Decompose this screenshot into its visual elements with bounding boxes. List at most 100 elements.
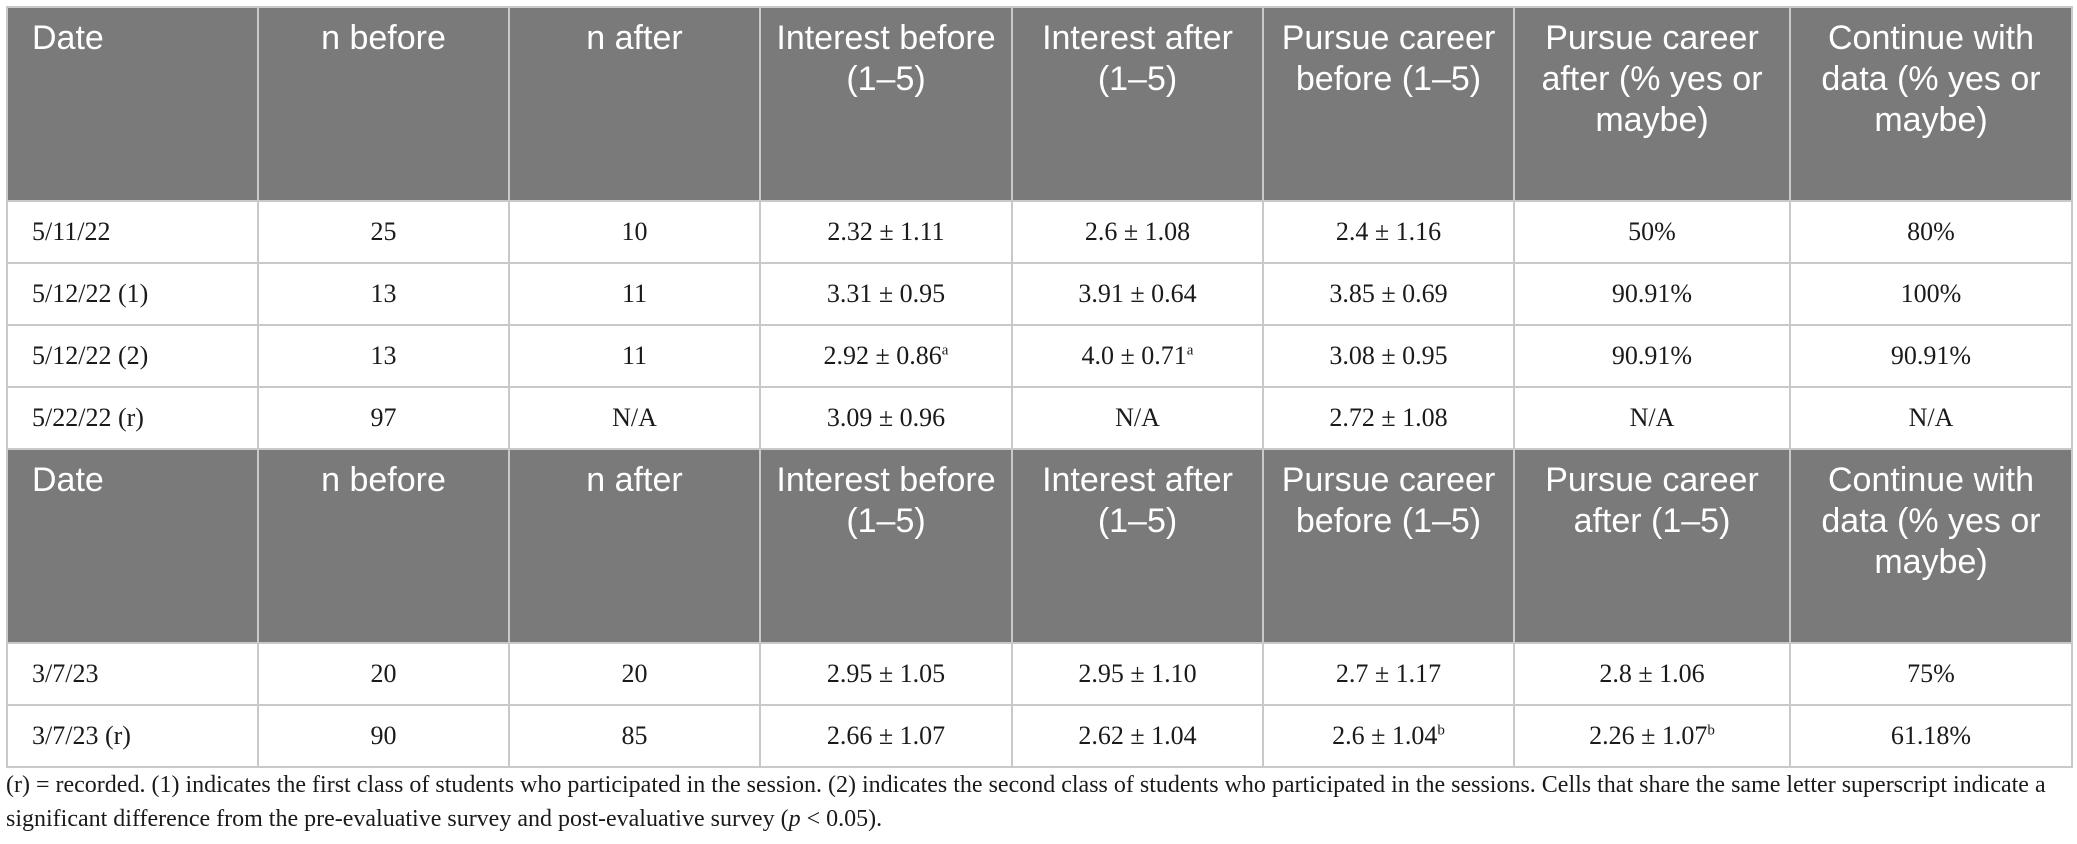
- table-cell: 100%: [1789, 262, 2073, 326]
- table-cell: 3/7/23 (r): [6, 704, 259, 768]
- cell-value: 50%: [1628, 217, 1676, 246]
- column-header: Date: [6, 448, 259, 644]
- cell-value: 2.92 ± 0.86: [823, 341, 942, 370]
- cell-value: 3.85 ± 0.69: [1329, 279, 1448, 308]
- table-cell: 61.18%: [1789, 704, 2073, 768]
- cell-value: 4.0 ± 0.71: [1081, 341, 1187, 370]
- cell-value: N/A: [1908, 403, 1954, 432]
- cell-value: 3.08 ± 0.95: [1329, 341, 1448, 370]
- column-header: n before: [257, 448, 510, 644]
- table-cell: 2.4 ± 1.16: [1262, 200, 1515, 264]
- column-header: Interest after (1–5): [1011, 448, 1264, 644]
- cell-value: 90.91%: [1611, 279, 1693, 308]
- table-cell: 90.91%: [1513, 324, 1791, 388]
- table-cell: N/A: [1011, 386, 1264, 450]
- table-row: 5/12/22 (1) 13 11 3.31 ± 0.95 3.91 ± 0.64 3.8…: [6, 262, 2073, 326]
- column-header: Pursue career before (1–5): [1262, 448, 1515, 644]
- table-row: 5/12/22 (2) 13 11 2.92 ± 0.86a 4.0 ± 0.71a 3.…: [6, 324, 2073, 388]
- table-cell: 2.95 ± 1.05: [759, 642, 1013, 706]
- cell-value: 2.7 ± 1.17: [1335, 659, 1442, 688]
- cell-value: 2.62 ± 1.04: [1078, 721, 1197, 750]
- column-header: n after: [508, 6, 761, 202]
- cell-value: 100%: [1900, 279, 1962, 308]
- table-cell: 3.91 ± 0.64: [1011, 262, 1264, 326]
- significance-superscript: b: [1437, 722, 1445, 739]
- cell-value: 2.8 ± 1.06: [1599, 659, 1705, 688]
- cell-value: 5/22/22 (r): [32, 403, 144, 432]
- cell-value: 25: [370, 217, 397, 246]
- header-row-2: Date n before n after Interest before (1–5)…: [6, 448, 2073, 644]
- cell-value: 3/7/23: [32, 659, 99, 688]
- cell-value: 2.95 ± 1.10: [1078, 659, 1197, 688]
- table-cell: 20: [257, 642, 510, 706]
- table-cell: N/A: [1789, 386, 2073, 450]
- table-cell: 3.08 ± 0.95: [1262, 324, 1515, 388]
- table-cell: 2.66 ± 1.07: [759, 704, 1013, 768]
- table-cell: 13: [257, 324, 510, 388]
- cell-value: 85: [621, 721, 648, 750]
- column-header: Continue with data (% yes or maybe): [1789, 448, 2073, 644]
- cell-value: 2.26 ± 1.07: [1589, 721, 1708, 750]
- column-header: Pursue career after (1–5): [1513, 448, 1791, 644]
- cell-value: 20: [621, 659, 648, 688]
- cell-value: 5/12/22 (1): [32, 279, 149, 308]
- cell-value: 2.6 ± 1.04: [1332, 721, 1438, 750]
- cell-value: 2.72 ± 1.08: [1329, 403, 1448, 432]
- cell-value: 2.4 ± 1.16: [1335, 217, 1442, 246]
- column-header: Pursue career after (% yes or maybe): [1513, 6, 1791, 202]
- table-cell: 50%: [1513, 200, 1791, 264]
- footnote-text-end: < 0.05).: [800, 806, 883, 832]
- significance-superscript: b: [1707, 722, 1715, 739]
- cell-value: 5/12/22 (2): [32, 341, 149, 370]
- table-cell: 3.85 ± 0.69: [1262, 262, 1515, 326]
- column-header: Interest before (1–5): [759, 6, 1013, 202]
- table-cell: 90.91%: [1513, 262, 1791, 326]
- cell-value: 2.95 ± 1.05: [826, 659, 946, 688]
- table-cell: 3/7/23: [6, 642, 259, 706]
- table-cell: 2.8 ± 1.06: [1513, 642, 1791, 706]
- table-row: 3/7/23 (r) 90 85 2.66 ± 1.07 2.62 ± 1.04 2.6 …: [6, 704, 2073, 768]
- cell-value: N/A: [612, 403, 657, 432]
- cell-value: 13: [370, 279, 397, 308]
- table-cell: 20: [508, 642, 761, 706]
- table-cell: 11: [508, 262, 761, 326]
- table-cell: 10: [508, 200, 761, 264]
- column-header: Interest after (1–5): [1011, 6, 1264, 202]
- table-cell: 2.72 ± 1.08: [1262, 386, 1515, 450]
- cell-value: 90: [370, 721, 397, 750]
- cell-value: 3.31 ± 0.95: [826, 279, 946, 308]
- significance-superscript: a: [1186, 342, 1194, 359]
- table-cell: 5/12/22 (1): [6, 262, 259, 326]
- table-cell: 2.6 ± 1.04b: [1262, 704, 1515, 768]
- cell-value: N/A: [1115, 403, 1160, 432]
- table-cell: 3.09 ± 0.96: [759, 386, 1013, 450]
- table-cell: 2.6 ± 1.08: [1011, 200, 1264, 264]
- table-cell: 5/22/22 (r): [6, 386, 259, 450]
- results-table-container: Date n before n after Interest before (1–5)…: [6, 6, 2073, 768]
- cell-value: 10: [621, 217, 648, 246]
- cell-value: 5/11/22: [32, 217, 111, 246]
- cell-value: 20: [370, 659, 397, 688]
- table-cell: 97: [257, 386, 510, 450]
- table-footnote: (r) = recorded. (1) indicates the first …: [6, 768, 2071, 836]
- cell-value: 3.91 ± 0.64: [1078, 279, 1197, 308]
- column-header: Date: [6, 6, 259, 202]
- table-cell: 13: [257, 262, 510, 326]
- cell-value: 3/7/23 (r): [32, 721, 131, 750]
- table-cell: 90.91%: [1789, 324, 2073, 388]
- table-cell: 5/11/22: [6, 200, 259, 264]
- table-cell: 80%: [1789, 200, 2073, 264]
- table-row: 5/11/22 25 10 2.32 ± 1.11 2.6 ± 1.08 2.4 ± 1.…: [6, 200, 2073, 264]
- table-cell: N/A: [508, 386, 761, 450]
- cell-value: 90.91%: [1611, 341, 1693, 370]
- cell-value: 90.91%: [1890, 341, 1972, 370]
- column-header: Interest before (1–5): [759, 448, 1013, 644]
- table-cell: N/A: [1513, 386, 1791, 450]
- table-row: 3/7/23 20 20 2.95 ± 1.05 2.95 ± 1.10 2.7 ± 1.…: [6, 642, 2073, 706]
- results-table: Date n before n after Interest before (1–5)…: [6, 6, 2073, 768]
- footnote-text: (r) = recorded. (1) indicates the first …: [6, 772, 2046, 832]
- table-cell: 2.62 ± 1.04: [1011, 704, 1264, 768]
- table-cell: 4.0 ± 0.71a: [1011, 324, 1264, 388]
- footnote-p-symbol: p: [788, 806, 801, 832]
- column-header: Pursue career before (1–5): [1262, 6, 1515, 202]
